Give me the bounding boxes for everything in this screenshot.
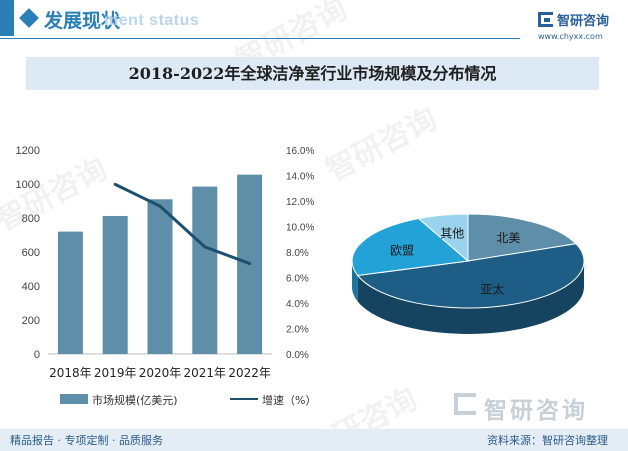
chart-title-box: 2018-2022年全球洁净室行业市场规模及分布情况 <box>26 57 599 90</box>
x-tick-label: 2019年 <box>94 366 137 380</box>
legend-label-line: 增速（%） <box>262 394 317 407</box>
y-right-tick-label: 8.0% <box>286 248 309 259</box>
bar <box>192 186 218 354</box>
brand-logo-icon <box>538 12 553 27</box>
header-divider <box>0 38 520 39</box>
y-right-tick-label: 16.0% <box>286 146 314 157</box>
pie-slice-label: 亚太 <box>480 281 504 296</box>
chart-canvas: 0 200 400 600 800 1000 1200 0.0% 2.0% 4.0% 6.0% 8.0… <box>16 145 585 380</box>
brand-watermark-logo: 智研咨询 <box>454 391 624 424</box>
bar <box>102 215 128 354</box>
footer-source: 资料来源：智研咨询整理 <box>487 434 608 447</box>
x-tick-label: 2021年 <box>184 366 227 380</box>
growth-point <box>113 182 117 186</box>
chart-title: 2018-2022年全球洁净室行业市场规模及分布情况 <box>128 64 497 83</box>
bar <box>147 199 173 354</box>
y-left-tick-label: 200 <box>22 315 40 327</box>
pie-slice <box>356 243 585 309</box>
y-left-tick-label: 0 <box>34 349 40 361</box>
growth-point <box>158 204 162 208</box>
y-right-tick-label: 4.0% <box>286 299 309 310</box>
pie-slice-label: 欧盟 <box>390 243 414 257</box>
y-right-tick-label: 6.0% <box>286 274 309 285</box>
y-left-tick-label: 800 <box>22 213 40 225</box>
x-tick-label: 2020年 <box>139 366 182 380</box>
pie-slice <box>467 213 577 262</box>
y-right-tick-label: 14.0% <box>286 172 314 183</box>
growth-line <box>114 183 251 265</box>
y-left-tick-label: 1000 <box>16 179 40 191</box>
y-right-tick-label: 12.0% <box>286 197 314 208</box>
x-tick-label: 2018年 <box>49 366 92 380</box>
footer-bar <box>0 429 628 451</box>
legend-swatch-line <box>230 398 258 400</box>
brand-watermark-name: 智研咨询 <box>484 398 588 424</box>
brand-name: 智研咨询 <box>557 14 610 29</box>
legend-swatch-bar <box>60 394 88 404</box>
section-header: 发展现状 ment status <box>0 0 628 44</box>
bar <box>57 231 83 354</box>
header-accent-bar <box>0 0 14 36</box>
header-diamond-icon <box>19 8 39 28</box>
pie-slice-label: 北美 <box>496 231 520 245</box>
footer-tagline: 精品报告 · 专项定制 · 品质服务 <box>10 434 163 447</box>
y-right-tick-label: 10.0% <box>286 223 314 234</box>
y-left-tick-label: 600 <box>22 247 40 259</box>
pie-slice-label: 其他 <box>440 227 464 241</box>
brand-watermark-icon <box>454 393 476 415</box>
pie-slice <box>351 217 470 277</box>
y-left-tick-label: 400 <box>22 281 40 293</box>
y-right-tick-label: 2.0% <box>286 325 309 336</box>
pie-slice <box>417 213 469 263</box>
x-tick-label: 2022年 <box>228 366 271 380</box>
growth-point <box>248 261 252 265</box>
brand-url: www.chyxx.com <box>538 32 603 41</box>
pie-slice-side <box>357 261 584 334</box>
growth-point <box>203 245 207 249</box>
section-subtitle: ment status <box>104 12 200 29</box>
y-right-tick-label: 0.0% <box>286 350 309 361</box>
y-left-tick-label: 1200 <box>16 145 40 157</box>
section-title: 发展现状 <box>44 10 121 32</box>
legend-label-bar: 市场规模(亿美元) <box>92 394 178 407</box>
brand-logo-block: 智研咨询 www.chyxx.com <box>538 10 628 42</box>
pie-slice-side <box>352 261 358 302</box>
